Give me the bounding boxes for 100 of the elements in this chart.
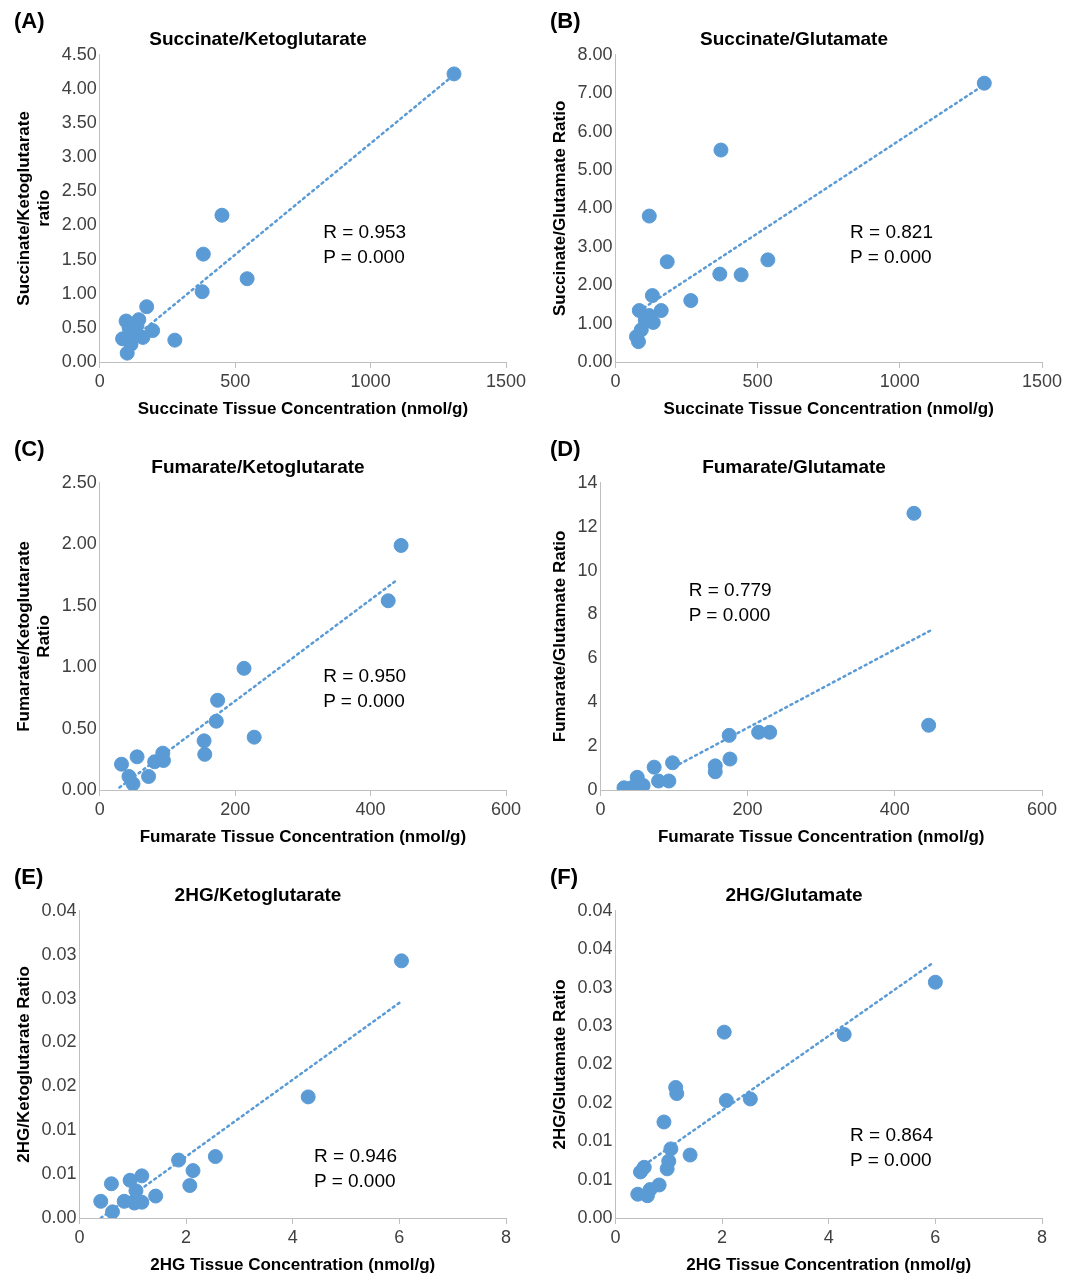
point bbox=[836, 1026, 852, 1042]
point bbox=[921, 717, 937, 733]
point bbox=[207, 1149, 223, 1165]
x-tick-label: 1000 bbox=[350, 370, 391, 391]
annotation: P = 0.000 bbox=[850, 1148, 932, 1170]
point bbox=[906, 505, 922, 521]
x-tick-label: 200 bbox=[220, 798, 251, 819]
point bbox=[742, 1091, 758, 1107]
x-tick-label: 8 bbox=[1036, 1226, 1048, 1247]
point bbox=[129, 749, 145, 765]
point bbox=[632, 1164, 648, 1180]
point bbox=[659, 1161, 675, 1177]
x-tick-label: 6 bbox=[930, 1226, 941, 1247]
y-tick-label: 0.02 bbox=[41, 1075, 77, 1096]
point bbox=[665, 755, 681, 771]
point bbox=[380, 593, 396, 609]
x-tick-label: 600 bbox=[1026, 798, 1058, 819]
y-tick-label: 0.04 bbox=[41, 899, 77, 920]
annotation: P = 0.000 bbox=[323, 246, 405, 268]
y-tick-label: 2.50 bbox=[61, 180, 97, 201]
y-tick-label: 2 bbox=[587, 735, 598, 756]
y-tick-label: 0.04 bbox=[577, 899, 613, 920]
point bbox=[682, 1147, 698, 1163]
point bbox=[214, 207, 230, 223]
chart-title: 2HG/Glutamate bbox=[725, 883, 863, 905]
point bbox=[927, 974, 943, 990]
point bbox=[641, 208, 657, 224]
x-tick-label: 200 bbox=[732, 798, 763, 819]
x-axis-title: 2HG Tissue Concentration (nmol/g) bbox=[686, 1255, 972, 1275]
point bbox=[644, 288, 660, 304]
text: (E) bbox=[14, 864, 44, 890]
point bbox=[656, 1114, 672, 1130]
y-tick-label: 0.03 bbox=[577, 1014, 613, 1035]
y-axis-title: Fumarate/Glutamate Ratio bbox=[549, 530, 569, 743]
point bbox=[194, 284, 210, 300]
y-axis-title: Succinate/Ketoglutarate ratio bbox=[13, 111, 54, 306]
text: (D) bbox=[550, 436, 581, 462]
point bbox=[182, 1178, 198, 1194]
y-tick-label: 1.00 bbox=[61, 656, 97, 677]
y-tick-label: 6 bbox=[587, 647, 598, 668]
point bbox=[208, 713, 224, 729]
y-tick-label: 0.03 bbox=[41, 987, 77, 1008]
chart-title: Succinate/Glutamate bbox=[700, 27, 888, 49]
x-tick-label: 1500 bbox=[485, 370, 527, 391]
point bbox=[760, 252, 776, 268]
x-tick-label: 4 bbox=[823, 1226, 834, 1247]
annotation: R = 0.953 bbox=[323, 221, 407, 243]
x-tick-label: 400 bbox=[355, 798, 386, 819]
annotation: R = 0.946 bbox=[314, 1145, 397, 1167]
y-tick-label: 0.00 bbox=[61, 778, 97, 799]
text: (F) bbox=[550, 864, 579, 890]
x-tick-label: 1000 bbox=[879, 370, 920, 391]
x-axis-title: Fumarate Tissue Concentration (nmol/g) bbox=[139, 827, 467, 847]
point bbox=[393, 953, 409, 969]
point bbox=[114, 756, 129, 772]
y-tick-label: 4 bbox=[587, 691, 598, 712]
point bbox=[716, 1024, 732, 1040]
x-tick-label: 500 bbox=[220, 370, 251, 391]
x-tick-label: 400 bbox=[879, 798, 910, 819]
y-tick-label: 1.50 bbox=[61, 248, 97, 269]
y-axis-title: 2HG/Ketoglutarate Ratio bbox=[13, 966, 33, 1163]
y-tick-label: 2.00 bbox=[61, 214, 97, 235]
y-tick-label: 0.50 bbox=[61, 717, 97, 738]
point bbox=[125, 776, 141, 790]
text: (C) bbox=[14, 436, 45, 462]
y-tick-label: 0.03 bbox=[577, 976, 613, 997]
point bbox=[246, 729, 262, 745]
x-axis-title: Succinate Tissue Concentration (nmol/g) bbox=[663, 399, 994, 419]
chart-title: Fumarate/Glutamate bbox=[702, 455, 886, 477]
y-tick-label: 0.01 bbox=[577, 1168, 613, 1189]
x-tick-label: 500 bbox=[742, 370, 773, 391]
y-tick-label: 0.00 bbox=[61, 350, 97, 371]
x-axis-title: Fumarate Tissue Concentration (nmol/g) bbox=[657, 827, 985, 847]
y-tick-label: 2.50 bbox=[61, 471, 97, 492]
point bbox=[185, 1163, 201, 1179]
x-tick-label: 6 bbox=[394, 1226, 405, 1247]
y-tick-label: 0.02 bbox=[577, 1091, 613, 1112]
point bbox=[103, 1176, 119, 1192]
y-tick-label: 3.00 bbox=[577, 235, 613, 256]
point bbox=[236, 660, 252, 676]
x-axis-title: 2HG Tissue Concentration (nmol/g) bbox=[150, 1255, 436, 1275]
point bbox=[195, 246, 211, 262]
y-tick-label: 0.01 bbox=[41, 1163, 77, 1184]
y-tick-label: 0.00 bbox=[577, 1206, 613, 1227]
point bbox=[446, 66, 462, 82]
chart-title: Succinate/Ketoglutarate bbox=[149, 27, 367, 49]
point bbox=[653, 303, 669, 319]
y-tick-label: 3.50 bbox=[61, 112, 97, 133]
point bbox=[646, 759, 662, 775]
x-tick-label: 600 bbox=[490, 798, 522, 819]
annotation: R = 0.950 bbox=[323, 664, 407, 686]
text: (A) bbox=[14, 8, 45, 34]
y-tick-label: 0.04 bbox=[577, 938, 613, 959]
point bbox=[762, 724, 778, 740]
y-tick-label: 8 bbox=[587, 603, 598, 624]
x-tick-label: 2 bbox=[181, 1226, 192, 1247]
y-tick-label: 0.02 bbox=[41, 1031, 77, 1052]
y-tick-label: 2.00 bbox=[61, 533, 97, 554]
annotation: P = 0.000 bbox=[850, 246, 932, 268]
y-tick-label: 5.00 bbox=[577, 158, 613, 179]
